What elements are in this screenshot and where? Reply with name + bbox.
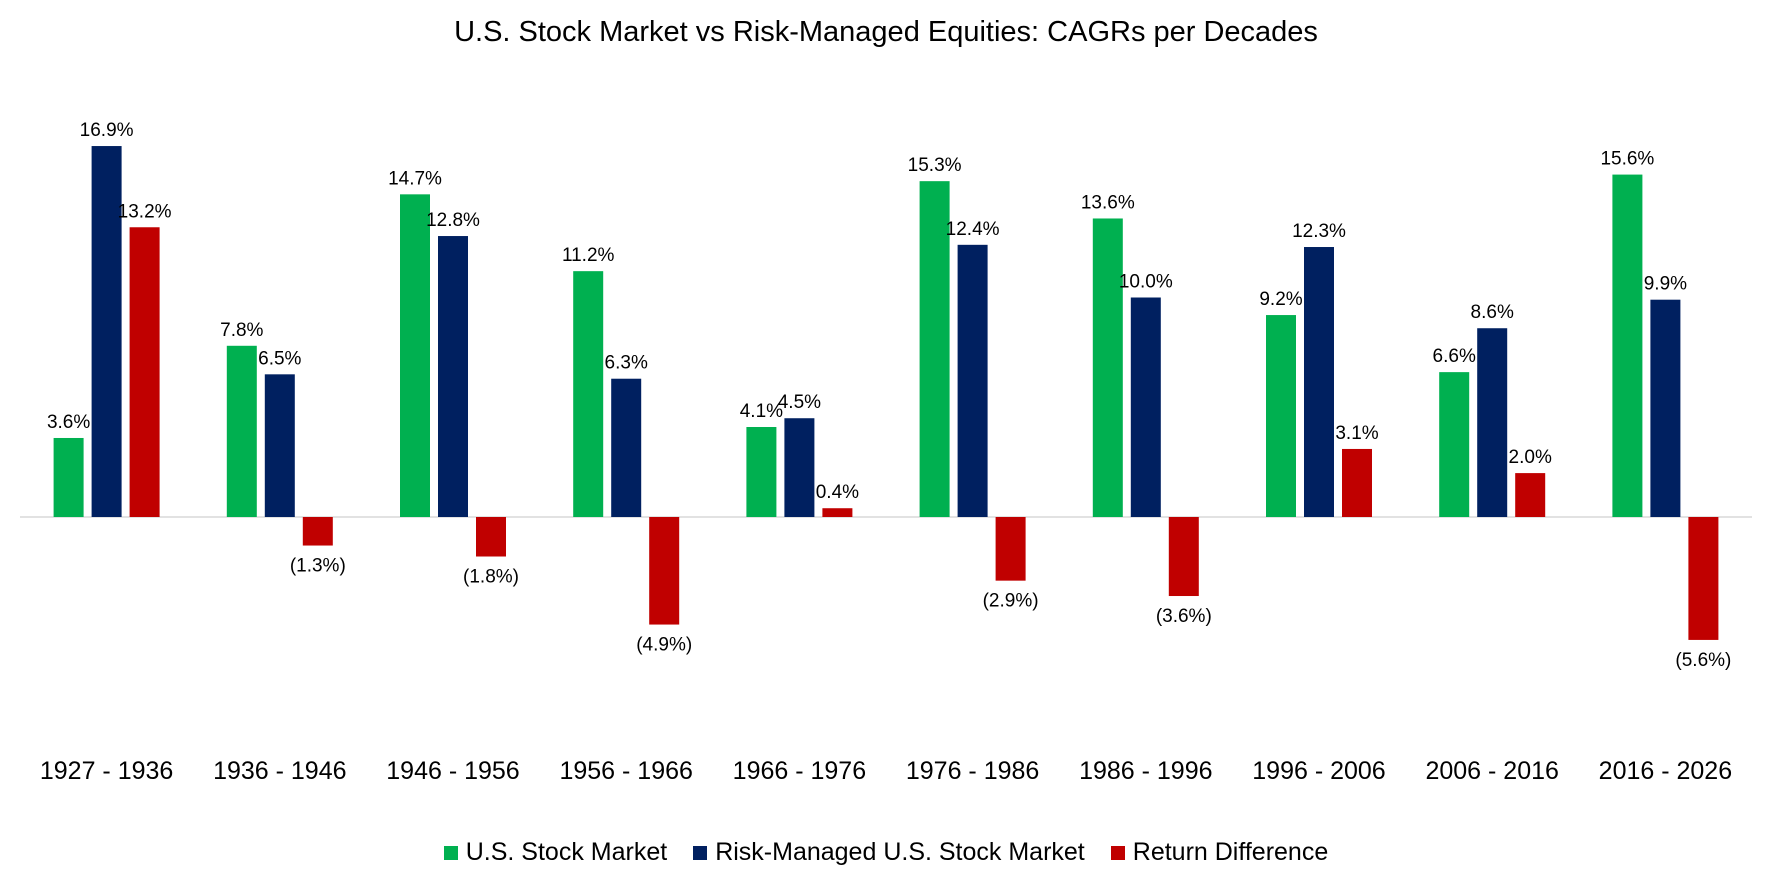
bar-u-s-stock-market-1956-1966 bbox=[573, 271, 604, 517]
x-tick-label-1956-1966: 1956 - 1966 bbox=[559, 757, 692, 785]
legend-item-risk-managed: Risk-Managed U.S. Stock Market bbox=[693, 838, 1085, 867]
data-label-u-s-stock-market-1966-1976: 4.1% bbox=[740, 401, 783, 422]
bar-u-s-stock-market-1936-1946 bbox=[226, 345, 257, 517]
bar-return-difference-1956-1966 bbox=[649, 517, 680, 625]
chart-legend: U.S. Stock Market Risk-Managed U.S. Stoc… bbox=[0, 838, 1772, 867]
data-label-risk-managed-u-s-stock-market-1927-1936: 16.9% bbox=[80, 120, 134, 141]
bar-risk-managed-u-s-stock-market-1996-2006 bbox=[1304, 247, 1334, 517]
data-label-u-s-stock-market-1936-1946: 7.8% bbox=[220, 320, 263, 341]
x-tick-label-1976-1986: 1976 - 1986 bbox=[906, 757, 1039, 785]
data-label-u-s-stock-market-1986-1996: 13.6% bbox=[1081, 192, 1135, 213]
bar-u-s-stock-market-2016-2026 bbox=[1612, 174, 1643, 517]
data-label-return-difference-1946-1956: (1.8%) bbox=[463, 567, 519, 588]
data-label-return-difference-1956-1966: (4.9%) bbox=[636, 635, 692, 656]
bar-return-difference-2006-2016 bbox=[1515, 473, 1546, 517]
x-tick-label-1936-1946: 1936 - 1946 bbox=[213, 757, 346, 785]
x-tick-label-1966-1976: 1966 - 1976 bbox=[733, 757, 866, 785]
data-label-return-difference-2006-2016: 2.0% bbox=[1509, 447, 1552, 468]
bar-u-s-stock-market-1976-1986 bbox=[919, 181, 950, 518]
bar-u-s-stock-market-1927-1936 bbox=[53, 437, 84, 517]
data-label-u-s-stock-market-1976-1986: 15.3% bbox=[908, 155, 962, 176]
bar-u-s-stock-market-1996-2006 bbox=[1266, 315, 1296, 517]
bar-risk-managed-u-s-stock-market-2016-2026 bbox=[1650, 299, 1681, 517]
data-label-risk-managed-u-s-stock-market-1936-1946: 6.5% bbox=[258, 348, 301, 369]
legend-label-risk-managed: Risk-Managed U.S. Stock Market bbox=[715, 838, 1085, 866]
x-tick-label-2006-2016: 2006 - 2016 bbox=[1425, 757, 1558, 785]
legend-label-return-difference: Return Difference bbox=[1132, 838, 1329, 866]
bar-return-difference-1976-1986 bbox=[995, 517, 1026, 581]
legend-swatch-return-difference bbox=[1110, 845, 1125, 860]
data-label-u-s-stock-market-1996-2006: 9.2% bbox=[1259, 289, 1302, 310]
data-label-return-difference-1966-1976: 0.4% bbox=[816, 482, 859, 503]
bar-u-s-stock-market-1966-1976 bbox=[746, 427, 777, 517]
bar-risk-managed-u-s-stock-market-1927-1936 bbox=[91, 146, 122, 518]
data-label-risk-managed-u-s-stock-market-1946-1956: 12.8% bbox=[426, 210, 480, 231]
x-tick-label-2016-2026: 2016 - 2026 bbox=[1599, 757, 1732, 785]
data-label-return-difference-2016-2026: (5.6%) bbox=[1675, 650, 1731, 671]
bar-risk-managed-u-s-stock-market-2006-2016 bbox=[1477, 328, 1508, 517]
legend-swatch-us-stock-market bbox=[443, 845, 458, 860]
bar-u-s-stock-market-2006-2016 bbox=[1439, 372, 1470, 517]
bar-return-difference-1936-1946 bbox=[302, 517, 333, 546]
data-label-u-s-stock-market-1946-1956: 14.7% bbox=[388, 168, 442, 189]
data-label-risk-managed-u-s-stock-market-1976-1986: 12.4% bbox=[946, 219, 1000, 240]
data-label-risk-managed-u-s-stock-market-2016-2026: 9.9% bbox=[1644, 274, 1687, 295]
data-label-return-difference-1976-1986: (2.9%) bbox=[983, 591, 1039, 612]
legend-label-us-stock-market: U.S. Stock Market bbox=[465, 838, 668, 866]
chart-title: U.S. Stock Market vs Risk-Managed Equiti… bbox=[454, 16, 1318, 48]
data-label-u-s-stock-market-2016-2026: 15.6% bbox=[1600, 149, 1654, 170]
bar-return-difference-2016-2026 bbox=[1688, 517, 1719, 640]
bar-return-difference-1986-1996 bbox=[1168, 517, 1199, 597]
bar-risk-managed-u-s-stock-market-1956-1966 bbox=[611, 378, 642, 517]
bar-return-difference-1927-1936 bbox=[129, 227, 160, 517]
x-tick-label-1986-1996: 1986 - 1996 bbox=[1079, 757, 1212, 785]
data-label-risk-managed-u-s-stock-market-1956-1966: 6.3% bbox=[605, 353, 648, 374]
data-label-risk-managed-u-s-stock-market-2006-2016: 8.6% bbox=[1471, 302, 1514, 323]
bar-risk-managed-u-s-stock-market-1936-1946 bbox=[264, 374, 295, 517]
bar-risk-managed-u-s-stock-market-1966-1976 bbox=[784, 418, 815, 517]
legend-item-return-difference: Return Difference bbox=[1110, 838, 1329, 867]
bar-risk-managed-u-s-stock-market-1986-1996 bbox=[1130, 297, 1161, 517]
data-label-return-difference-1936-1946: (1.3%) bbox=[290, 556, 346, 577]
data-label-u-s-stock-market-1927-1936: 3.6% bbox=[47, 412, 90, 433]
x-tick-label-1946-1956: 1946 - 1956 bbox=[386, 757, 519, 785]
data-label-risk-managed-u-s-stock-market-1996-2006: 12.3% bbox=[1292, 221, 1346, 242]
x-tick-label-1996-2006: 1996 - 2006 bbox=[1252, 757, 1385, 785]
legend-item-us-stock-market: U.S. Stock Market bbox=[443, 838, 668, 867]
data-label-u-s-stock-market-2006-2016: 6.6% bbox=[1433, 346, 1476, 367]
data-label-risk-managed-u-s-stock-market-1966-1976: 4.5% bbox=[778, 392, 821, 413]
bar-u-s-stock-market-1986-1996 bbox=[1092, 218, 1123, 518]
data-label-u-s-stock-market-1956-1966: 11.2% bbox=[562, 245, 615, 266]
bar-return-difference-1946-1956 bbox=[476, 517, 506, 557]
data-label-risk-managed-u-s-stock-market-1986-1996: 10.0% bbox=[1119, 272, 1173, 293]
bar-risk-managed-u-s-stock-market-1976-1986 bbox=[957, 244, 988, 517]
data-label-return-difference-1996-2006: 3.1% bbox=[1335, 423, 1378, 444]
x-tick-label-1927-1936: 1927 - 1936 bbox=[40, 757, 173, 785]
bar-return-difference-1996-2006 bbox=[1342, 448, 1372, 517]
legend-swatch-risk-managed bbox=[693, 845, 708, 860]
bar-u-s-stock-market-1946-1956 bbox=[400, 194, 430, 517]
bar-risk-managed-u-s-stock-market-1946-1956 bbox=[438, 236, 468, 518]
data-label-return-difference-1927-1936: 13.2% bbox=[118, 201, 172, 222]
data-label-return-difference-1986-1996: (3.6%) bbox=[1156, 606, 1212, 627]
bar-return-difference-1966-1976 bbox=[822, 508, 853, 517]
